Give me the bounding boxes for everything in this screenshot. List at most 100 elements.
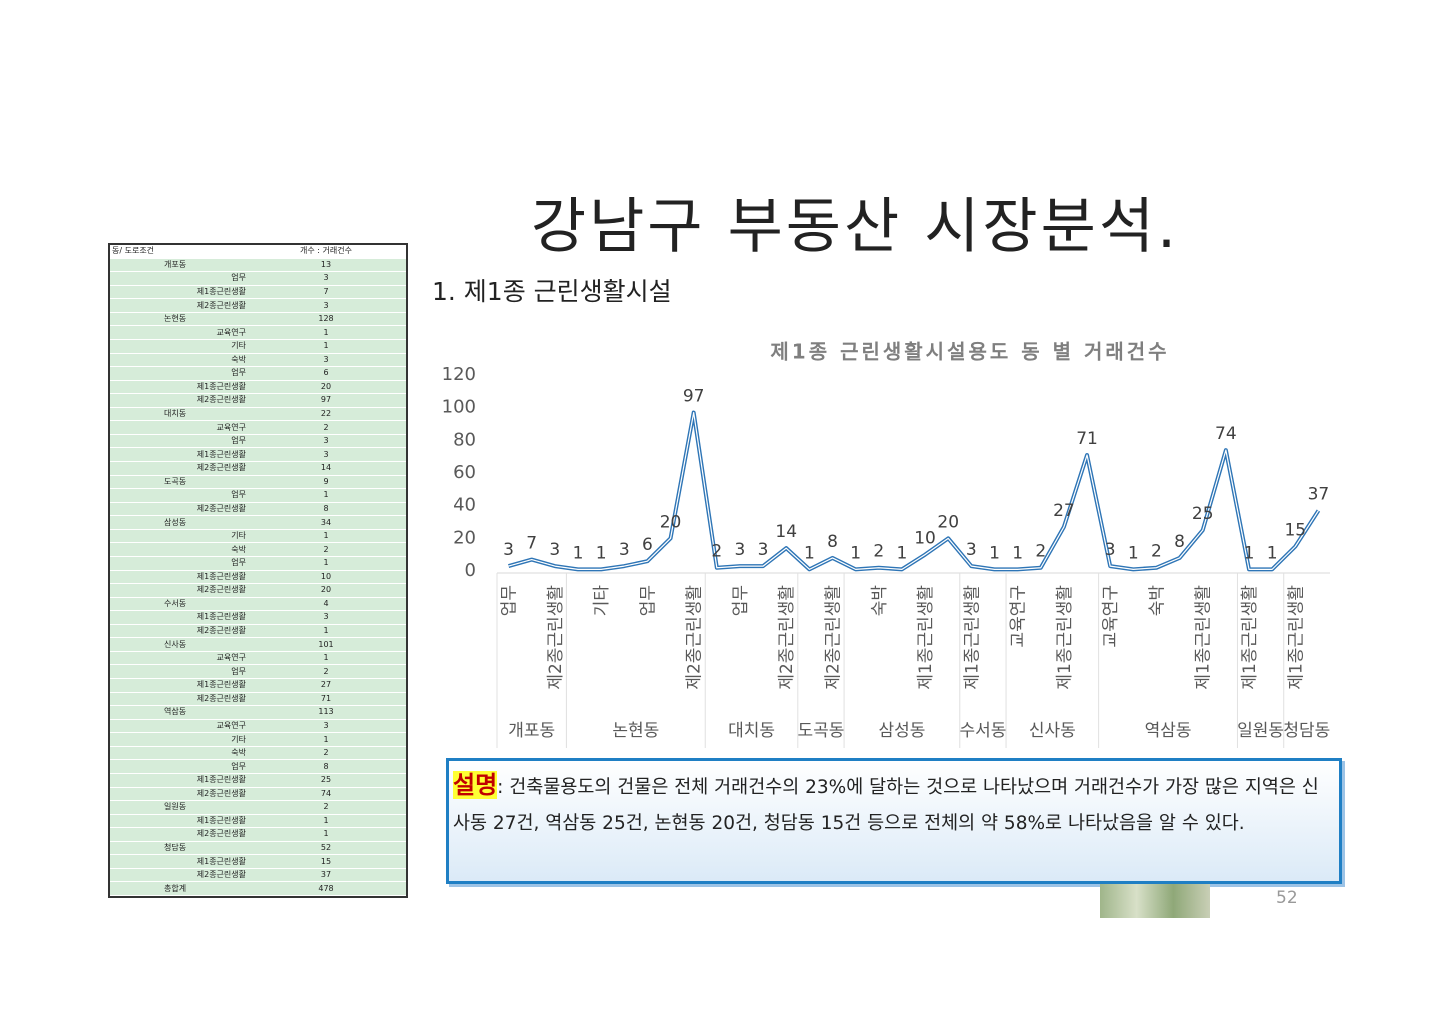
x-tick-label: 제1종근린생활 bbox=[1194, 585, 1214, 690]
table-row: 제2종근린생활 74 bbox=[110, 788, 406, 802]
cell: 3 bbox=[323, 354, 329, 364]
cell: 제2종근린생활 bbox=[196, 585, 246, 595]
group-label: 청담동 bbox=[1283, 721, 1330, 741]
cell: 수서동 bbox=[164, 598, 187, 608]
cell: 청담동 bbox=[164, 843, 187, 853]
cell: 14 bbox=[320, 463, 332, 473]
table-row: 업무 3 bbox=[110, 272, 406, 286]
cell: 20 bbox=[320, 381, 332, 391]
cell: 3 bbox=[323, 720, 329, 730]
description-text: : 건축물용도의 건물은 전체 거래건수의 23%에 달하는 것으로 나타났으며… bbox=[453, 777, 1319, 834]
table-row: 교육연구 2 bbox=[110, 421, 406, 435]
data-label: 27 bbox=[1053, 501, 1075, 521]
cell: 97 bbox=[320, 395, 332, 405]
cell: 일원동 bbox=[164, 802, 187, 812]
x-tick-label: 제2종근린생활 bbox=[824, 585, 844, 690]
table-row: 제1종근린생활 7 bbox=[110, 286, 406, 300]
table-row: 숙박 3 bbox=[110, 354, 406, 368]
title: 강남구 부동산 시장분석. bbox=[530, 192, 1180, 262]
cell: 101 bbox=[318, 639, 334, 649]
table-row: 청담동 52 bbox=[110, 842, 406, 856]
table-row: 제2종근린생활 71 bbox=[110, 693, 406, 707]
x-tick-label: 제1종근린생활 bbox=[1286, 585, 1306, 690]
group-label: 삼성동 bbox=[878, 721, 925, 741]
x-tick-label: 제1종근린생활 bbox=[1240, 585, 1260, 690]
data-label: 2 bbox=[873, 542, 884, 562]
description-label: 설명 bbox=[453, 771, 498, 799]
cell: 37 bbox=[320, 870, 332, 880]
cell: 25 bbox=[320, 775, 332, 785]
cell: 교육연구 bbox=[216, 422, 246, 432]
table-row: 숙박 2 bbox=[110, 543, 406, 557]
cell: 7 bbox=[323, 286, 329, 296]
table-row: 역삼동 113 bbox=[110, 706, 406, 720]
table-row: 제1종근린생활 3 bbox=[110, 611, 406, 625]
x-tick-label: 제2종근린생활 bbox=[777, 585, 797, 690]
table-row: 삼성동 34 bbox=[110, 516, 406, 530]
cell: 동/ 도로조건 bbox=[112, 246, 155, 256]
cell: 제2종근린생활 bbox=[196, 300, 246, 310]
cell: 4 bbox=[323, 598, 329, 608]
table-row: 업무 1 bbox=[110, 557, 406, 571]
thumbnail bbox=[1100, 884, 1210, 918]
table-row: 교육연구 3 bbox=[110, 720, 406, 734]
data-label: 6 bbox=[642, 535, 653, 555]
y-tick-label: 120 bbox=[442, 364, 476, 385]
group-label: 대치동 bbox=[728, 721, 775, 741]
cell: 74 bbox=[320, 788, 332, 798]
cell: 기타 bbox=[231, 341, 246, 351]
data-label: 20 bbox=[660, 512, 682, 532]
data-label: 2 bbox=[711, 542, 722, 562]
data-label: 1 bbox=[989, 543, 1000, 563]
cell: 제1종근린생활 bbox=[196, 775, 246, 785]
cell: 제2종근린생활 bbox=[196, 626, 246, 636]
cell: 제2종근린생활 bbox=[196, 788, 246, 798]
data-label: 1 bbox=[804, 543, 815, 563]
data-label: 1 bbox=[1128, 543, 1139, 563]
cell: 2 bbox=[323, 802, 329, 812]
cell: 3 bbox=[323, 449, 329, 459]
cell: 제1종근린생활 bbox=[196, 286, 246, 296]
cell: 제2종근린생활 bbox=[196, 829, 246, 839]
cell: 제1종근린생활 bbox=[196, 815, 246, 825]
cell: 1 bbox=[323, 734, 329, 744]
table-row: 업무 6 bbox=[110, 367, 406, 381]
cell: 총합계 bbox=[164, 883, 187, 893]
x-tick-label: 제1종근린생활 bbox=[1055, 585, 1075, 690]
cell: 27 bbox=[320, 680, 332, 690]
cell: 71 bbox=[320, 693, 332, 703]
cell: 128 bbox=[318, 314, 334, 324]
cell: 기타 bbox=[231, 531, 246, 541]
cell: 숙박 bbox=[231, 354, 246, 364]
table-row: 교육연구 1 bbox=[110, 652, 406, 666]
cell: 논현동 bbox=[164, 314, 187, 324]
table-row: 제2종근린생활 8 bbox=[110, 503, 406, 517]
data-label: 3 bbox=[966, 540, 977, 560]
cell: 20 bbox=[320, 585, 332, 595]
cell: 업무 bbox=[231, 273, 246, 283]
table-row: 제2종근린생활 97 bbox=[110, 394, 406, 408]
table-row: 총합계 478 bbox=[110, 882, 406, 896]
cell: 22 bbox=[320, 409, 332, 419]
data-label: 1 bbox=[1267, 543, 1278, 563]
description-box: 설명: 건축물용도의 건물은 전체 거래건수의 23%에 달하는 것으로 나타났… bbox=[446, 758, 1342, 884]
cell: 업무 bbox=[231, 666, 246, 676]
cell: 업무 bbox=[231, 490, 246, 500]
cell: 1 bbox=[323, 341, 329, 351]
data-label: 7 bbox=[526, 534, 537, 554]
data-label: 3 bbox=[1105, 540, 1116, 560]
cell: 제2종근린생활 bbox=[196, 463, 246, 473]
data-label: 1 bbox=[897, 543, 908, 563]
x-tick-label: 교육연구 bbox=[1101, 585, 1121, 648]
cell: 숙박 bbox=[231, 748, 246, 758]
data-label: 20 bbox=[937, 512, 959, 532]
cell: 9 bbox=[323, 476, 329, 486]
cell: 제2종근린생활 bbox=[196, 693, 246, 703]
data-label: 71 bbox=[1076, 429, 1098, 449]
cell: 업무 bbox=[231, 368, 246, 378]
cell: 개포동 bbox=[164, 259, 187, 269]
table-row: 업무 1 bbox=[110, 489, 406, 503]
data-label: 15 bbox=[1284, 521, 1306, 541]
cell: 10 bbox=[320, 571, 332, 581]
